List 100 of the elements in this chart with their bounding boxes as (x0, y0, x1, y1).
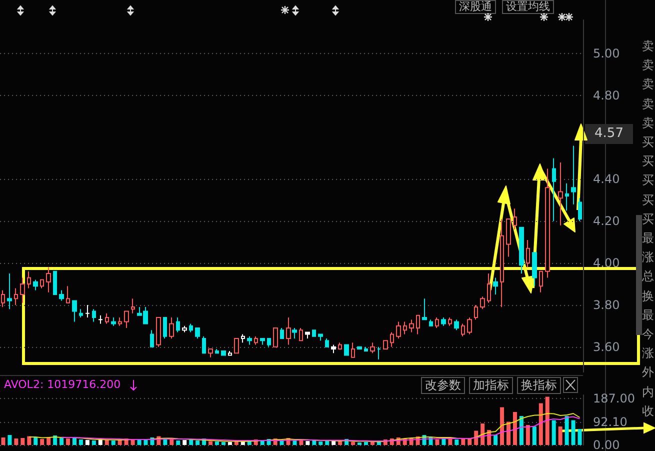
candlestick (53, 270, 57, 295)
candlestick (85, 304, 90, 318)
candlestick (292, 328, 297, 339)
text: 今 (642, 327, 654, 341)
text: 加指标 (469, 377, 513, 394)
bar (196, 440, 200, 445)
bar (494, 435, 498, 445)
bar (1, 438, 6, 445)
candlestick (79, 308, 83, 318)
candlestick (182, 325, 187, 333)
candlestick (454, 319, 459, 331)
bar (247, 442, 252, 445)
candlestick (565, 182, 569, 212)
text: 总 (642, 269, 654, 284)
text: 换指标 (517, 377, 561, 394)
candlestick (176, 317, 180, 333)
bar (221, 442, 226, 445)
candlestick (234, 338, 239, 354)
bar (92, 440, 96, 445)
candlestick (480, 296, 485, 310)
candlestick (189, 323, 193, 333)
candlestick (351, 342, 355, 358)
y-tick-label: 4.80 (593, 88, 620, 102)
chart-title: AVOL2: 1019716.200 (2, 378, 123, 392)
bar (526, 425, 530, 445)
candlestick (461, 323, 465, 337)
bar (228, 442, 232, 445)
candlestick (383, 340, 388, 350)
candlestick (98, 314, 103, 324)
candlestick (318, 334, 323, 342)
candlestick (467, 317, 472, 335)
candlestick (260, 338, 265, 346)
bar (364, 442, 368, 445)
candlestick (558, 162, 563, 226)
bar (306, 441, 310, 445)
candlestick (92, 308, 96, 322)
candlestick (124, 310, 129, 328)
bar (34, 438, 38, 445)
text: 买 (642, 154, 654, 168)
bar (72, 438, 76, 445)
bar (564, 416, 569, 445)
text: 外 (642, 365, 654, 380)
y-tick-label: 3.60 (593, 340, 620, 354)
candlestick (169, 317, 174, 339)
bar (208, 441, 213, 445)
candlestick (500, 218, 504, 308)
text: 内 (642, 384, 654, 399)
bar (519, 416, 524, 445)
text: 深股通 (455, 0, 496, 14)
bar (189, 440, 194, 445)
bar (571, 420, 576, 445)
candlestick (299, 328, 303, 342)
candlestick (27, 270, 31, 289)
y-tick-label: 4.20 (593, 214, 620, 228)
text: 涨 (642, 346, 654, 360)
bar (60, 438, 64, 445)
candlestick (487, 273, 491, 304)
bar (20, 438, 25, 445)
bar (480, 424, 485, 445)
candlestick (228, 350, 232, 356)
candlestick (105, 312, 109, 324)
bar (215, 442, 220, 445)
text: 设置均线 (502, 0, 554, 14)
bar (532, 426, 536, 445)
candlestick (377, 346, 381, 360)
bar (8, 435, 12, 445)
candlestick (111, 317, 116, 326)
bar (545, 396, 550, 445)
text: 买 (642, 212, 654, 226)
bar (66, 438, 70, 445)
candlestick (247, 336, 252, 346)
bar (176, 440, 180, 445)
bar (312, 440, 316, 445)
bar (182, 440, 187, 445)
candlestick (286, 317, 291, 346)
bar (468, 438, 472, 445)
candlestick (40, 279, 44, 289)
candlestick (305, 332, 310, 339)
text: 收 (642, 404, 654, 418)
bar (111, 440, 116, 445)
bar (448, 439, 452, 445)
candlestick (539, 270, 543, 293)
candlestick (280, 328, 284, 339)
candlestick (208, 348, 213, 358)
candlestick (429, 319, 433, 326)
text: 买 (642, 192, 654, 207)
bar (144, 440, 148, 445)
candlestick (267, 338, 271, 348)
candlestick (519, 226, 524, 274)
candlestick (33, 279, 38, 291)
bar (332, 441, 336, 445)
candlestick (195, 328, 200, 339)
candlestick (493, 277, 498, 295)
candlestick (545, 168, 550, 278)
text: 卖 (642, 116, 654, 130)
candlestick (163, 317, 167, 339)
bar (78, 440, 83, 445)
candlestick (364, 346, 368, 352)
candlestick (441, 317, 446, 326)
text: 最 (642, 308, 654, 322)
